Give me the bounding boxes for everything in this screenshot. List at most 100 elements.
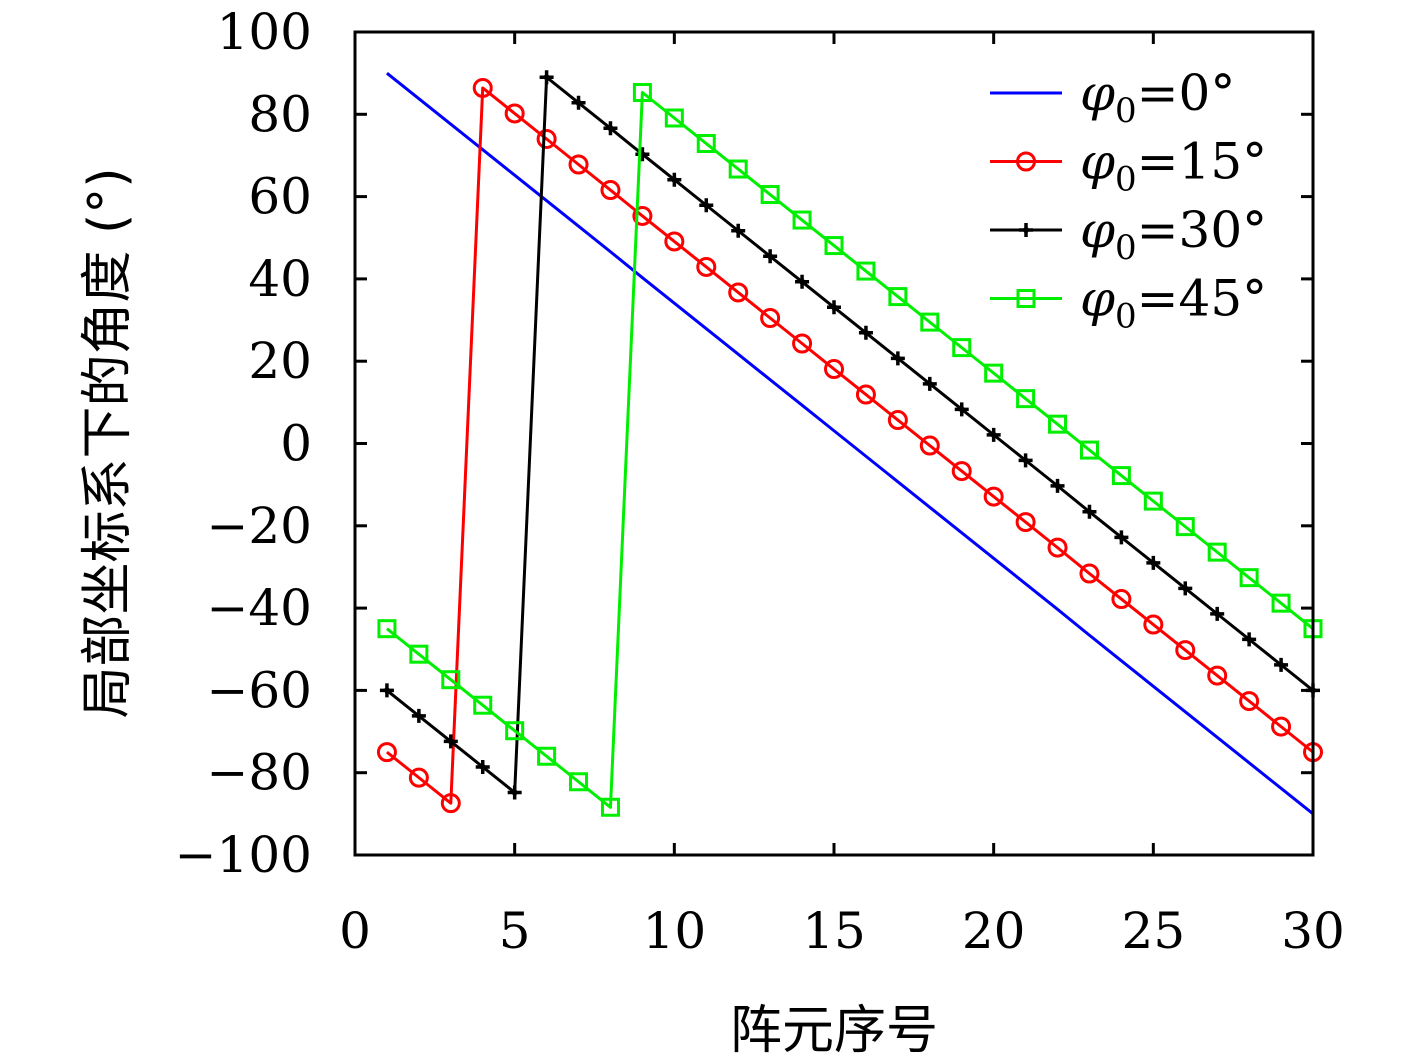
data-point [1079,563,1100,584]
data-point-dot [1022,457,1029,464]
series-line-3 [385,90,1314,809]
data-point-dot [415,712,422,719]
data-point [1143,614,1164,635]
data-point-dot [1278,661,1285,668]
legend-item-0: φ0=0° [990,64,1235,131]
data-point-dot [543,74,550,81]
data-point [1047,537,1068,558]
x-tick-label: 5 [499,902,531,960]
data-point [408,767,429,788]
legend-label: φ0=30° [1080,201,1267,268]
data-point [1207,542,1227,562]
data-point [504,103,525,124]
x-tick-label: 10 [643,902,707,960]
data-point-dot [831,304,837,311]
data-point-dot [1150,559,1157,566]
data-point [728,159,748,179]
legend: φ0=0°φ0=15°φ0=30°φ0=45° [990,64,1267,337]
data-point [473,695,493,715]
data-point [1048,414,1068,434]
y-tick-label: 80 [248,85,312,143]
y-tick-label: −40 [206,579,312,637]
data-point [377,619,397,639]
data-point [632,82,652,102]
data-point [792,210,812,230]
y-tick-label: 0 [280,415,312,473]
data-point [537,746,557,766]
data-point-dot [767,253,774,260]
data-point [952,338,972,358]
x-tick-label: 20 [962,902,1026,960]
data-point [441,670,461,690]
series-3 [377,82,1323,817]
data-point [664,231,685,252]
data-point [409,644,429,664]
data-point-dot [1054,482,1061,489]
data-point [696,134,716,154]
legend-label: φ0=45° [1080,270,1267,337]
data-point [1016,389,1036,409]
series-2 [379,70,1320,800]
data-point-dot [607,125,614,132]
data-point [760,185,780,205]
data-point [664,108,684,128]
data-point-dot [735,227,742,234]
data-point [1271,716,1292,737]
data-point [1111,466,1131,486]
series-line-1 [385,86,1314,805]
data-point [824,236,844,256]
data-point [855,384,876,405]
data-point [728,282,749,303]
data-point-dot [671,176,678,183]
data-point [1175,517,1195,537]
data-point [376,742,397,763]
data-point [1015,512,1036,533]
x-tick-label: 0 [339,902,371,960]
series-1 [376,77,1323,814]
x-axis-title: 阵元序号 [730,1001,938,1061]
data-point [951,461,972,482]
data-point [1239,691,1260,712]
legend-item-1: φ0=15° [990,133,1267,200]
data-point-dot [862,329,869,336]
series-layer [376,70,1323,817]
data-point [440,793,461,814]
legend-item-2: φ0=30° [990,201,1267,268]
series-line-2 [385,75,1314,794]
x-tick-label: 30 [1281,902,1345,960]
legend-marker-dot [1023,227,1029,233]
data-point [536,128,557,149]
data-point [568,154,589,175]
data-point [824,359,844,380]
data-point-dot [511,789,518,796]
y-axis-title: 局部坐标系下的角度 (°) [78,167,138,718]
data-point [1175,640,1196,661]
y-tick-label: −20 [206,497,312,555]
data-point-dot [894,355,901,362]
y-tick-label: −60 [206,661,312,719]
x-tick-label: 25 [1122,902,1186,960]
data-point [600,797,620,817]
y-tick-label: 60 [248,168,312,226]
data-point [760,307,781,328]
data-point [1239,568,1259,588]
data-point [696,256,717,277]
data-point [983,486,1004,507]
data-point [569,772,589,792]
y-tick-label: −80 [206,744,312,802]
data-point-dot [575,99,582,106]
data-point-dot [1182,585,1189,592]
data-point [920,312,940,332]
data-point-dot [447,738,454,745]
data-point-dot [1118,534,1125,541]
data-point-dot [958,406,965,413]
data-point-dot [383,687,390,694]
data-point [632,205,653,226]
legend-marker [1016,151,1036,172]
data-point [1111,589,1132,610]
data-point [505,721,525,741]
ticks-layer [353,30,1315,857]
y-tick-label: −100 [175,826,312,884]
